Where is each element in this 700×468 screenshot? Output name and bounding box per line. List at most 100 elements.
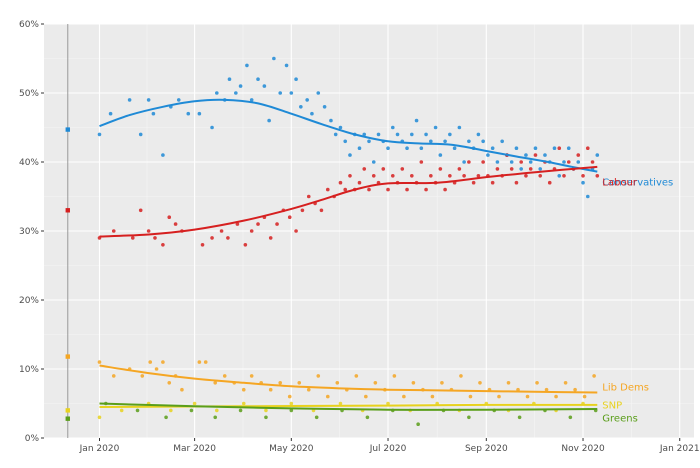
poll-point-lib-dems bbox=[111, 374, 116, 378]
poll-point-labour bbox=[448, 174, 452, 178]
poll-point-lib-dems bbox=[563, 381, 568, 385]
poll-point-labour bbox=[367, 187, 371, 192]
poll-point-snp bbox=[289, 401, 294, 406]
poll-point-labour bbox=[357, 180, 362, 185]
poll-point-labour bbox=[348, 174, 352, 178]
poll-point-labour bbox=[524, 174, 528, 178]
poll-point-conservatives bbox=[151, 111, 156, 116]
poll-point-labour bbox=[243, 243, 248, 247]
poll-point-labour bbox=[249, 229, 254, 233]
poll-point-conservatives bbox=[371, 160, 376, 164]
poll-point-conservatives bbox=[481, 139, 485, 144]
poll-point-conservatives bbox=[395, 132, 400, 137]
poll-point-lib-dems bbox=[554, 394, 558, 399]
x-tick-label: Jan 2021 bbox=[659, 444, 700, 454]
poll-point-conservatives bbox=[410, 132, 414, 137]
poll-point-conservatives bbox=[524, 153, 528, 157]
poll-point-lib-dems bbox=[478, 381, 482, 385]
poll-point-conservatives bbox=[367, 139, 371, 144]
election-result-snp bbox=[65, 408, 70, 413]
poll-point-conservatives bbox=[386, 146, 390, 150]
poll-point-greens bbox=[135, 408, 140, 413]
poll-point-conservatives bbox=[405, 146, 409, 150]
poll-point-greens bbox=[289, 408, 294, 413]
poll-point-lib-dems bbox=[430, 394, 435, 399]
poll-point-conservatives bbox=[419, 146, 424, 150]
poll-point-labour bbox=[528, 167, 533, 171]
election-result-markers bbox=[65, 127, 70, 421]
poll-point-conservatives bbox=[495, 160, 500, 164]
poll-point-conservatives bbox=[448, 132, 452, 137]
poll-point-lib-dems bbox=[325, 394, 330, 399]
poll-point-labour bbox=[590, 160, 595, 164]
poll-point-labour bbox=[390, 174, 395, 178]
poll-point-greens bbox=[238, 408, 243, 413]
series-label-conservatives: Conservatives bbox=[602, 178, 673, 189]
poll-point-lib-dems bbox=[316, 374, 321, 378]
poll-point-snp bbox=[169, 408, 173, 413]
poll-point-lib-dems bbox=[180, 387, 184, 392]
poll-point-labour bbox=[538, 174, 543, 178]
poll-point-labour bbox=[161, 243, 165, 247]
poll-point-labour bbox=[130, 236, 135, 240]
poll-point-conservatives bbox=[186, 111, 191, 116]
poll-point-lib-dems bbox=[297, 381, 302, 385]
poll-point-lib-dems bbox=[440, 381, 444, 385]
poll-point-labour bbox=[268, 236, 273, 240]
election-result-conservatives bbox=[65, 127, 70, 132]
poll-point-conservatives bbox=[338, 125, 343, 130]
poll-point-labour bbox=[547, 180, 552, 185]
poll-point-lib-dems bbox=[278, 381, 283, 385]
poll-point-conservatives bbox=[581, 180, 585, 185]
poll-point-conservatives bbox=[310, 111, 314, 116]
poll-point-lib-dems bbox=[535, 381, 539, 385]
poll-point-conservatives bbox=[514, 146, 519, 150]
poll-point-snp bbox=[241, 401, 246, 406]
poll-point-conservatives bbox=[238, 84, 243, 88]
poll-point-conservatives bbox=[438, 153, 443, 157]
poll-point-conservatives bbox=[557, 174, 562, 178]
poll-point-labour bbox=[362, 167, 367, 171]
poll-point-snp bbox=[215, 408, 219, 413]
poll-point-conservatives bbox=[500, 139, 504, 144]
poll-point-conservatives bbox=[284, 63, 289, 68]
poll-point-conservatives bbox=[256, 77, 260, 81]
poll-point-lib-dems bbox=[287, 394, 292, 399]
poll-points bbox=[97, 56, 600, 427]
trend-lines bbox=[99, 98, 598, 411]
poll-point-labour bbox=[226, 236, 230, 240]
poll-point-lib-dems bbox=[222, 374, 227, 378]
poll-point-lib-dems bbox=[592, 374, 596, 378]
poll-point-labour bbox=[371, 174, 376, 178]
series-label-greens: Greens bbox=[602, 413, 638, 424]
poll-point-conservatives bbox=[476, 132, 481, 137]
poll-point-snp bbox=[338, 401, 343, 406]
poll-point-conservatives bbox=[467, 139, 471, 144]
trend-line-labour bbox=[99, 165, 598, 238]
poll-point-conservatives bbox=[333, 132, 338, 137]
poll-point-conservatives bbox=[452, 146, 457, 150]
poll-point-conservatives bbox=[343, 139, 348, 144]
poll-point-greens bbox=[467, 415, 471, 420]
trend-line-conservatives bbox=[99, 98, 598, 173]
x-tick-label: Jul 2020 bbox=[369, 444, 407, 454]
poll-point-labour bbox=[146, 229, 151, 233]
poll-point-lib-dems bbox=[197, 360, 202, 364]
poll-point-conservatives bbox=[267, 118, 271, 123]
poll-point-lib-dems bbox=[373, 381, 378, 385]
poll-point-conservatives bbox=[566, 146, 571, 150]
poll-point-labour bbox=[235, 222, 240, 226]
poll-point-conservatives bbox=[299, 105, 303, 109]
poll-point-lib-dems bbox=[392, 374, 397, 378]
poll-point-conservatives bbox=[294, 77, 298, 81]
y-tick-label: 10% bbox=[19, 365, 39, 375]
poll-point-conservatives bbox=[486, 153, 490, 157]
poll-point-lib-dems bbox=[402, 394, 406, 399]
poll-point-conservatives bbox=[272, 56, 276, 61]
poll-point-greens bbox=[164, 415, 168, 420]
poll-point-labour bbox=[424, 187, 428, 192]
poll-point-snp bbox=[264, 408, 268, 413]
poll-point-conservatives bbox=[543, 153, 547, 157]
